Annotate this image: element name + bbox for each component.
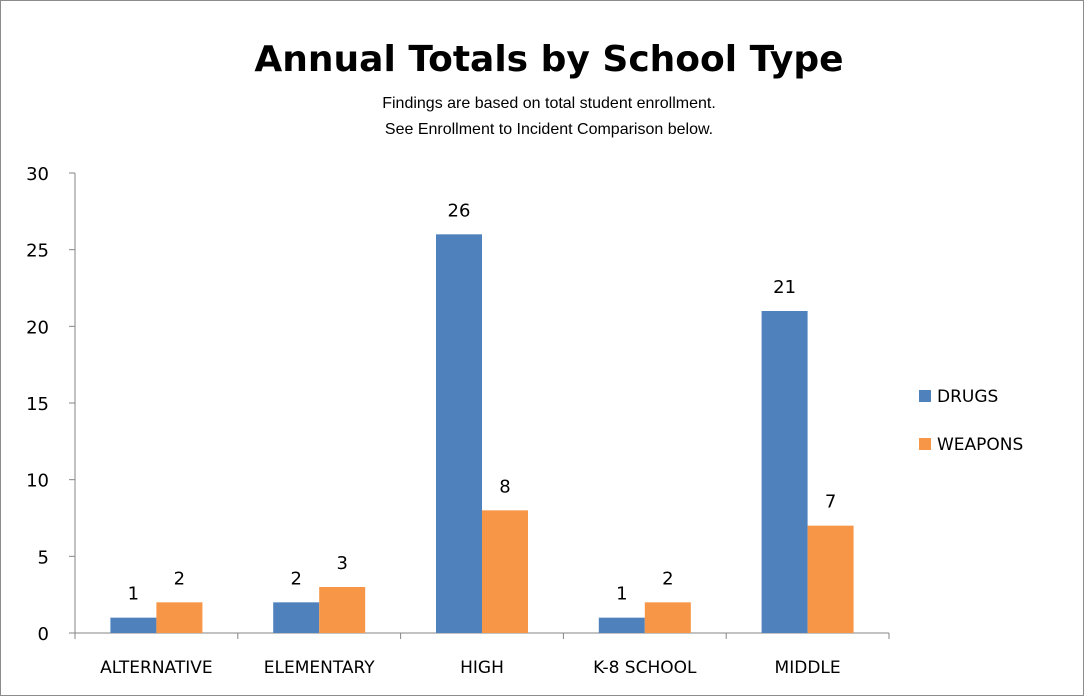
legend-swatch-drugs <box>919 390 931 402</box>
bar-drugs-elementary <box>273 602 320 633</box>
bar-drugs-high <box>436 234 482 634</box>
y-tick-label: 5 <box>38 547 49 568</box>
bar-drugs-middle <box>761 311 808 633</box>
y-tick-label: 30 <box>26 164 49 185</box>
legend-swatch-weapons <box>919 438 931 450</box>
bar-weapons-elementary <box>319 587 366 633</box>
bar-weapons-middle <box>807 525 854 633</box>
plot-area: 0 5 10 15 20 25 30 1 2 ALTERNATIVE 2 3 ELEMENTARY 26 8… <box>26 164 890 678</box>
data-label: 2 <box>290 568 301 589</box>
chart-subtitle-line-1: Findings are based on total student enro… <box>382 95 716 112</box>
data-label: 3 <box>336 553 347 574</box>
legend-label-drugs: DRUGS <box>937 387 998 407</box>
bar-weapons-alternative <box>156 602 203 633</box>
y-tick-label: 0 <box>38 624 49 645</box>
x-category-label: HIGH <box>460 658 504 678</box>
legend: DRUGS WEAPONS <box>919 387 1023 455</box>
x-category-label: ALTERNATIVE <box>100 658 213 678</box>
data-label: 26 <box>448 200 471 221</box>
bar-drugs-k-8-school <box>598 617 645 633</box>
data-label: 1 <box>128 584 139 605</box>
x-category-label: K-8 SCHOOL <box>593 658 697 678</box>
data-label: 8 <box>499 476 510 497</box>
data-label: 2 <box>662 568 673 589</box>
y-tick-label: 15 <box>26 394 49 415</box>
bar-weapons-k-8-school <box>644 602 691 633</box>
bar-weapons-high <box>482 510 528 633</box>
data-label: 1 <box>616 584 627 605</box>
bar-drugs-alternative <box>110 617 157 633</box>
x-category-label: MIDDLE <box>775 658 841 678</box>
y-tick-label: 25 <box>26 241 49 262</box>
chart-title: Annual Totals by School Type <box>254 39 843 80</box>
chart-subtitle-line-2: See Enrollment to Incident Comparison be… <box>385 121 713 138</box>
data-label: 7 <box>825 492 836 513</box>
data-label: 21 <box>773 277 796 298</box>
x-category-label: ELEMENTARY <box>264 658 375 678</box>
legend-label-weapons: WEAPONS <box>937 435 1023 455</box>
y-tick-label: 20 <box>26 317 49 338</box>
y-tick-label: 10 <box>26 471 49 492</box>
data-label: 2 <box>174 568 185 589</box>
